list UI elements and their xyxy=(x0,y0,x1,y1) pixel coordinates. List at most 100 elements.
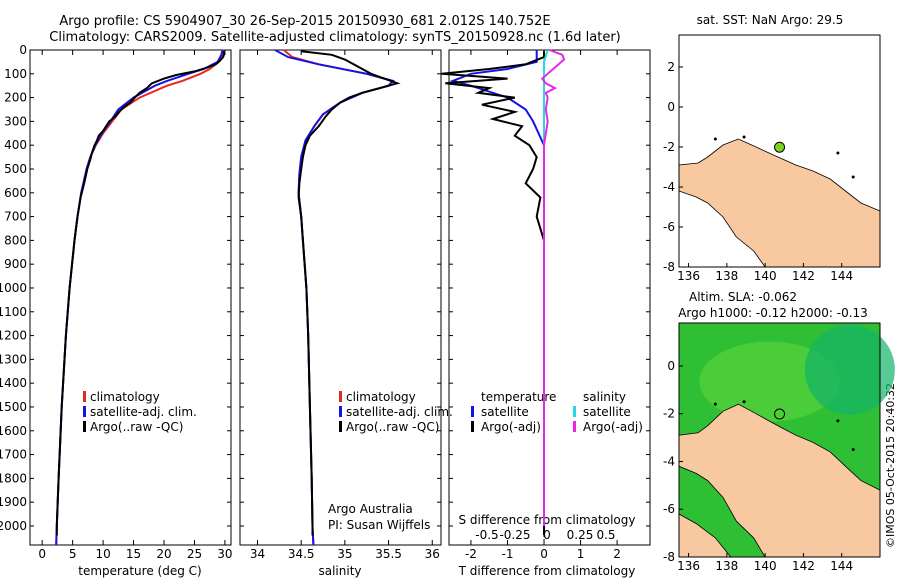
y-tick-label: 1300 xyxy=(0,352,27,366)
y-tick-label: -4 xyxy=(663,180,675,194)
y-tick-label: 300 xyxy=(4,114,27,128)
temperature-chart: 0 5 10 15 20 25 300100200300400500600700800900… xyxy=(0,43,233,561)
legend-swatch-sal-satellite xyxy=(573,406,576,417)
x-tick-label: -2 xyxy=(465,547,477,561)
y-tick-label: 0 xyxy=(19,43,27,57)
y-tick-label: -4 xyxy=(663,454,675,468)
x-tick-label: 144 xyxy=(830,559,853,573)
series-line xyxy=(55,49,224,546)
map-frame xyxy=(678,34,881,268)
s-tick-label: 0.5 xyxy=(596,528,615,542)
x-tick-label: 0 xyxy=(540,547,548,561)
y-tick-label: 2000 xyxy=(0,519,27,533)
y-tick-label: 1900 xyxy=(0,495,27,509)
s-tick-label: -0.5 xyxy=(475,528,498,542)
series-line xyxy=(441,51,545,536)
series-line xyxy=(540,49,566,526)
legend-swatch-climatology xyxy=(83,391,86,402)
x-tick-label: 144 xyxy=(830,269,853,283)
legend-label-temp-satellite: satellite xyxy=(481,405,529,419)
series-line xyxy=(55,50,226,536)
legend-header-temperature: temperature xyxy=(481,390,556,404)
y-tick-label: 200 xyxy=(4,91,27,105)
header-title-line2: Climatology: CARS2009. Satellite-adjuste… xyxy=(49,30,621,45)
x-tick-label: 140 xyxy=(754,269,777,283)
legend-swatch-temp-argo xyxy=(471,421,474,432)
legend-label-argo: Argo(..raw -QC) xyxy=(90,420,183,434)
y-tick-label: -8 xyxy=(663,260,675,274)
x-tick-label: 142 xyxy=(792,269,815,283)
x-tick-label: 25 xyxy=(187,547,202,561)
land-new-guinea xyxy=(678,403,881,558)
island xyxy=(742,135,746,139)
salinity-note-pi: PI: Susan Wijffels xyxy=(328,518,430,532)
legend-swatch-sal-argo xyxy=(573,421,576,432)
y-tick-label: 0 xyxy=(667,100,675,114)
y-tick-label: 1500 xyxy=(0,400,27,414)
sst-map: 136 138 140 142 144 2 0 -2 -4 -6 -8 xyxy=(663,34,881,283)
x-tick-label: 10 xyxy=(95,547,110,561)
x-tick-label: 35.5 xyxy=(375,547,402,561)
x-tick-label: 1 xyxy=(577,547,585,561)
x-tick-label: 0 xyxy=(38,547,46,561)
x-tick-label: -1 xyxy=(501,547,513,561)
difference-panel-frame xyxy=(448,49,651,546)
temperature-panel-frame xyxy=(29,49,232,546)
y-tick-label: 1700 xyxy=(0,448,27,462)
x-tick-label: 34 xyxy=(250,547,265,561)
s-tick-label: 0 xyxy=(543,528,551,542)
y-tick-label: 700 xyxy=(4,210,27,224)
sst-map-title: sat. SST: NaN Argo: 29.5 xyxy=(697,13,844,27)
y-tick-label: 1600 xyxy=(0,424,27,438)
legend-swatch-temp-satellite xyxy=(471,406,474,417)
imos-credit: ©IMOS 05-Oct-2015 20:40:32 xyxy=(884,383,897,548)
salinity-note-org: Argo Australia xyxy=(328,502,413,516)
x-tick-label: 2 xyxy=(613,547,621,561)
difference-top-title: S difference from climatology xyxy=(459,513,636,527)
sla-map-title2: Argo h1000: -0.12 h2000: -0.13 xyxy=(678,306,868,320)
legend-label-satellite: satellite-adj. clim. xyxy=(90,405,197,419)
y-tick-label: 2 xyxy=(667,60,675,74)
y-tick-label: 1000 xyxy=(0,281,27,295)
legend-label-argo: Argo(..raw -QC) xyxy=(346,420,439,434)
x-tick-label: 36 xyxy=(425,547,440,561)
y-tick-label: 1100 xyxy=(0,305,27,319)
header-title-line1: Argo profile: CS 5904907_30 26-Sep-2015 … xyxy=(59,14,550,29)
sla-anomaly xyxy=(804,324,895,415)
legend-label-satellite: satellite-adj. clim. xyxy=(346,405,453,419)
x-tick-label: 138 xyxy=(715,269,738,283)
x-tick-label: 15 xyxy=(126,547,141,561)
y-tick-label: -2 xyxy=(663,407,675,421)
y-tick-label: 600 xyxy=(4,186,27,200)
temperature-legend: climatology satellite-adj. clim. Argo(..… xyxy=(83,390,197,434)
difference-legend: temperature salinity satellite Argo(-adj… xyxy=(471,390,643,434)
y-tick-label: 100 xyxy=(4,67,27,81)
y-tick-label: -6 xyxy=(663,220,675,234)
x-tick-label: 136 xyxy=(677,559,700,573)
s-tick-label: 0.25 xyxy=(567,528,594,542)
island xyxy=(851,175,855,179)
x-tick-label: 20 xyxy=(156,547,171,561)
series-line xyxy=(283,49,395,546)
y-tick-label: 1800 xyxy=(0,471,27,485)
s-tick-label: -0.25 xyxy=(499,528,530,542)
x-tick-label: 138 xyxy=(715,559,738,573)
x-tick-label: 34.5 xyxy=(288,547,315,561)
series-line xyxy=(55,49,225,546)
y-tick-label: 1200 xyxy=(0,329,27,343)
salinity-chart: 34 34.5 35 35.5 36 xyxy=(240,49,441,561)
island xyxy=(836,151,840,155)
legend-label-sal-argo: Argo(-adj) xyxy=(583,420,643,434)
sla-anomaly xyxy=(699,341,840,422)
y-tick-label: 400 xyxy=(4,138,27,152)
y-tick-label: -2 xyxy=(663,140,675,154)
x-tick-label: 5 xyxy=(69,547,77,561)
legend-swatch-climatology xyxy=(339,391,342,402)
land-new-guinea xyxy=(678,138,881,268)
x-tick-label: 30 xyxy=(217,547,232,561)
island xyxy=(851,448,855,452)
legend-label-temp-argo: Argo(-adj) xyxy=(481,420,541,434)
legend-header-salinity: salinity xyxy=(583,390,626,404)
salinity-xlabel: salinity xyxy=(318,564,361,578)
